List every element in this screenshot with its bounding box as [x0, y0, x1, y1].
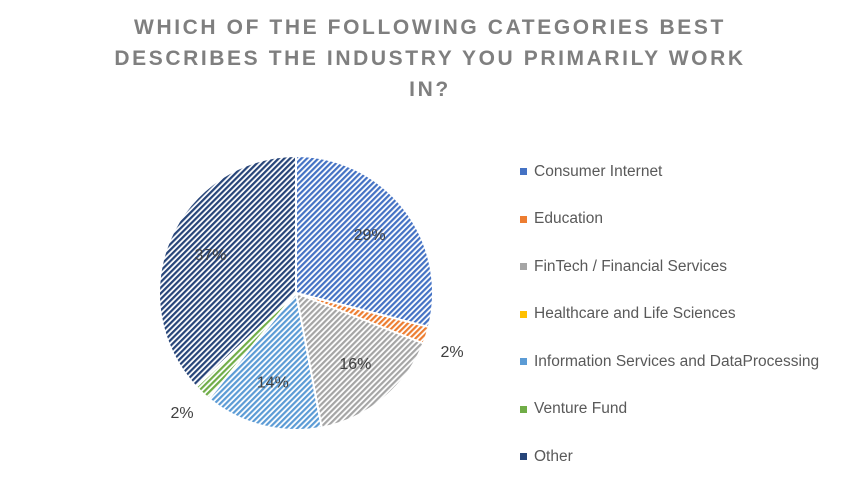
legend-swatch	[520, 405, 527, 413]
legend-swatch	[520, 215, 527, 223]
legend-label: Other	[534, 447, 573, 465]
legend-swatch	[520, 168, 527, 176]
legend-label: Information Services and DataProcessing	[534, 352, 820, 370]
legend-label: Venture Fund	[534, 400, 628, 418]
legend-label: Healthcare and Life Sciences	[534, 305, 736, 323]
data-label-information-services-and-dataprocessing: 14%	[257, 374, 289, 391]
pie-slice-consumer-internet	[295, 154, 434, 329]
data-label-other: 37%	[194, 247, 226, 264]
pie-slices	[158, 154, 434, 431]
legend-item-other: Other	[520, 433, 819, 481]
legend-label: Education	[534, 210, 603, 228]
chart-title-line-3: IN?	[409, 78, 451, 101]
legend-item-education: Education	[520, 196, 819, 244]
legend-label: FinTech / Financial Services	[534, 257, 727, 275]
chart-title-line-2: DESCRIBES THE INDUSTRY YOU PRIMARILY WOR…	[114, 47, 746, 70]
legend-swatch	[520, 263, 527, 271]
chart-legend: Consumer Internet Education FinTech / Fina…	[520, 148, 819, 481]
data-label-venture-fund: 2%	[170, 405, 193, 422]
legend-item-fintech-financial-services: FinTech / Financial Services	[520, 243, 819, 291]
pie-slice-other	[158, 154, 297, 389]
data-label-fintech-financial-services: 16%	[339, 356, 371, 373]
pie-data-labels: 29% 2% 16% 14% 2% 37%	[170, 227, 463, 422]
legend-swatch	[520, 358, 527, 366]
chart-title-line-1: WHICH OF THE FOLLOWING CATEGORIES BEST	[134, 16, 726, 39]
legend-swatch	[520, 310, 527, 318]
pie-slice-information-services-and-dataprocessing	[207, 290, 323, 431]
pie-slice-fintech-financial-services	[294, 291, 425, 429]
legend-item-healthcare-and-life-sciences: Healthcare and Life Sciences	[520, 291, 819, 339]
data-label-consumer-internet: 29%	[354, 227, 386, 244]
legend-swatch	[520, 453, 527, 461]
data-label-education: 2%	[440, 344, 463, 361]
legend-item-venture-fund: Venture Fund	[520, 386, 819, 434]
chart-title: WHICH OF THE FOLLOWING CATEGORIES BEST D…	[80, 12, 780, 105]
legend-item-information-services-and-dataprocessing: Information Services and DataProcessing	[520, 338, 819, 386]
legend-label: Consumer Internet	[534, 162, 663, 180]
legend-item-consumer-internet: Consumer Internet	[520, 148, 819, 196]
